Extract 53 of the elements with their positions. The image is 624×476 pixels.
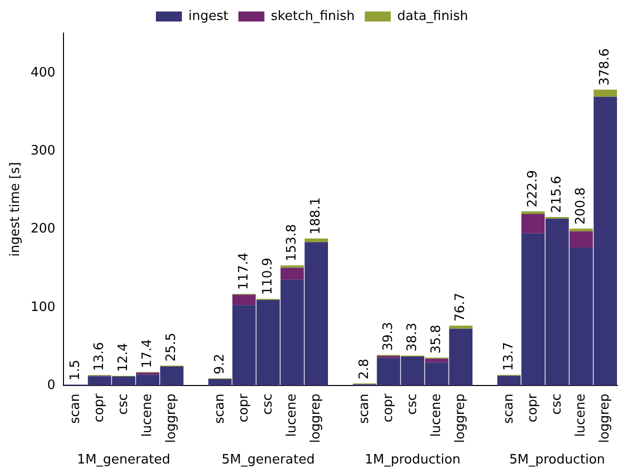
text: 5M_production	[509, 452, 606, 468]
x-tick-label: csc	[550, 394, 565, 415]
x-tick-label: loggrep	[598, 394, 613, 444]
y-tick-label: 100	[30, 300, 56, 315]
text: 1M_generated	[77, 452, 170, 468]
x-tick-label: copr	[236, 392, 252, 422]
total-label: 12.4	[116, 342, 131, 372]
total-label: 153.8	[284, 224, 300, 262]
total-label: 188.1	[308, 197, 324, 235]
x-tick-label: loggrep	[308, 394, 324, 444]
y-axis-title: ingest time [s]	[8, 162, 24, 257]
total-label: 25.5	[164, 332, 180, 362]
total-label: 9.2	[212, 354, 228, 374]
total-label: 13.6	[92, 342, 107, 371]
x-tick-label: copr	[525, 392, 540, 422]
text: 1M_production	[364, 452, 461, 468]
total-label: 13.7	[501, 342, 516, 371]
y-tick-label: 400	[30, 65, 56, 80]
x-tick-label: copr	[92, 392, 107, 422]
total-label: 378.6	[598, 48, 613, 86]
total-label: 35.8	[429, 324, 444, 354]
total-label: 38.3	[405, 322, 420, 352]
y-tick-label: 300	[30, 143, 56, 158]
x-tick-label: scan	[212, 394, 228, 424]
x-tick-label: lucene	[574, 394, 589, 437]
total-label: 17.4	[140, 339, 156, 368]
x-tick-label: scan	[501, 394, 516, 424]
x-tick-label: copr	[380, 392, 396, 422]
total-label: 76.7	[453, 292, 468, 322]
legend-label: sketch_finish	[270, 8, 355, 24]
legend-label: ingest	[188, 8, 228, 24]
x-tick-label: scan	[356, 394, 372, 424]
x-tick-label: scan	[68, 394, 83, 424]
legend-label: data_finish	[397, 8, 468, 24]
x-tick-label: lucene	[284, 394, 300, 437]
x-tick-label: loggrep	[164, 394, 180, 444]
x-tick-label: csc	[405, 394, 420, 415]
total-label: 1.5	[68, 360, 83, 380]
x-tick-label: lucene	[429, 394, 444, 437]
total-label: 200.8	[574, 187, 589, 225]
total-label: 215.6	[550, 176, 565, 214]
x-tick-label: loggrep	[453, 394, 468, 444]
x-tick-label: csc	[260, 394, 276, 415]
total-label: 117.4	[236, 252, 252, 290]
x-tick-label: lucene	[140, 394, 156, 437]
y-tick-label: 200	[30, 222, 56, 237]
total-label: 2.8	[356, 358, 372, 380]
total-label: 39.3	[380, 322, 396, 351]
text: 5M_generated	[222, 452, 315, 468]
x-tick-label: csc	[116, 394, 131, 415]
y-tick-label: 0	[47, 378, 56, 393]
total-label: 110.9	[260, 258, 276, 295]
total-label: 222.9	[525, 170, 540, 208]
